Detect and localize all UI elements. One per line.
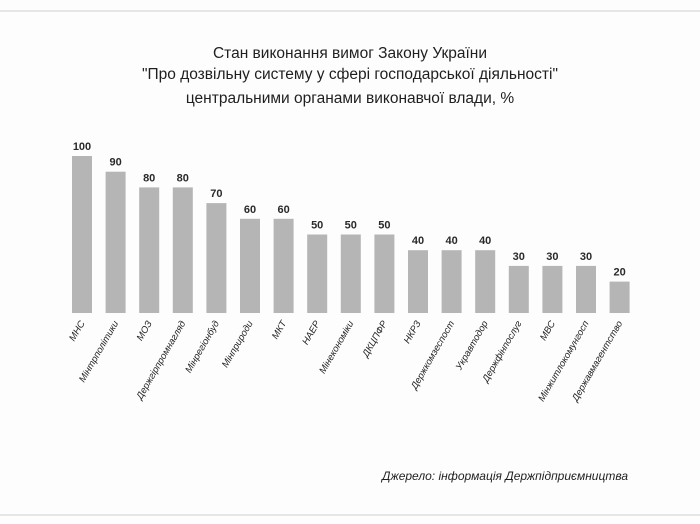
- bar-9: [340, 234, 361, 313]
- bar-value-label-2: 90: [109, 157, 121, 169]
- bar-value-label-15: 30: [546, 251, 558, 263]
- bar-7: [273, 218, 294, 313]
- bar-value-label-7: 60: [277, 204, 289, 216]
- bar-value-label-17: 20: [613, 267, 625, 279]
- chart-title-line-3: центральними органами виконавчої влади, …: [185, 90, 515, 107]
- category-label-7: МКТ: [270, 318, 290, 341]
- bar-value-label-10: 50: [378, 220, 390, 232]
- scan-edge-top: [0, 10, 700, 12]
- bar-12: [441, 250, 462, 313]
- bar-value-label-5: 70: [210, 188, 222, 200]
- category-label-15: МВС: [538, 319, 558, 343]
- category-label-8: НАЕР: [300, 318, 323, 346]
- chart-title-line-2: "Про дозвільну систему у сфері господарс…: [142, 66, 558, 83]
- category-label-5: Мінрегіонбуд: [183, 319, 222, 375]
- bar-6: [240, 218, 260, 313]
- category-label-11: НКРЗ: [402, 319, 424, 346]
- bar-17: [609, 281, 630, 313]
- bar-1: [72, 156, 92, 313]
- bar-value-label-16: 30: [580, 251, 592, 263]
- chart-title-line-1: Стан виконання вимог Закону України: [212, 45, 488, 62]
- bar-8: [307, 234, 328, 313]
- bar-11: [408, 250, 428, 313]
- bar-value-label-6: 60: [244, 204, 256, 216]
- bar-10: [374, 234, 395, 313]
- category-label-10: ДКЦПФР: [360, 318, 390, 360]
- bar-2: [105, 171, 126, 313]
- bar-4: [172, 187, 193, 313]
- bar-14: [508, 265, 529, 313]
- bar-value-label-1: 100: [73, 141, 91, 153]
- bar-value-label-9: 50: [345, 220, 357, 232]
- bar-value-label-4: 80: [177, 172, 189, 184]
- bar-5: [206, 203, 227, 313]
- bar-value-label-13: 40: [479, 235, 491, 247]
- category-label-1: МНС: [67, 319, 87, 343]
- bar-value-label-3: 80: [143, 172, 155, 184]
- category-label-3: МОЗ: [135, 319, 155, 343]
- scan-edge-bottom: [0, 514, 700, 516]
- category-label-13: Укравтодор: [453, 319, 490, 373]
- bar-15: [542, 265, 563, 313]
- bar-value-label-11: 40: [412, 235, 424, 247]
- bar-3: [139, 187, 160, 313]
- bar-value-label-8: 50: [311, 220, 323, 232]
- category-label-6: Мінприроди: [220, 318, 256, 369]
- bar-13: [475, 250, 496, 313]
- bar-value-label-14: 30: [513, 251, 525, 263]
- bar-value-label-12: 40: [445, 235, 457, 247]
- bar-16: [576, 265, 596, 313]
- source-note: Джерело: інформація Держпідприємництва: [382, 469, 629, 483]
- category-label-9: Мінекономіки: [317, 318, 356, 375]
